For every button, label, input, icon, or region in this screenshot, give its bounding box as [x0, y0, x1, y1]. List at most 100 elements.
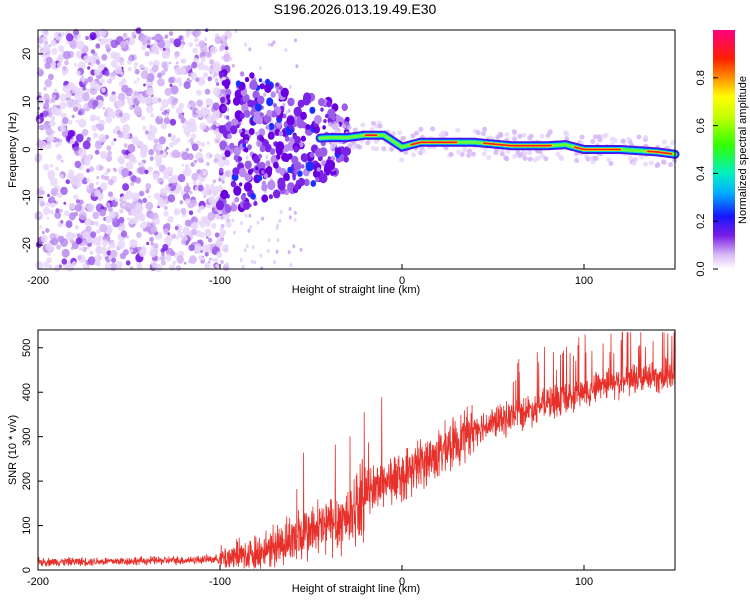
spectrogram-blob [106, 145, 112, 151]
spectrogram-blob [326, 100, 332, 108]
spectrogram-blob [209, 154, 213, 158]
spectrogram-blob [145, 183, 152, 190]
spectrogram-blob [597, 137, 603, 143]
spectrogram-blob [63, 210, 70, 217]
spectrogram-blob [186, 182, 190, 187]
spectrogram-blob [122, 249, 129, 256]
spectrogram-blob [180, 207, 187, 215]
spectrogram-blob [264, 143, 272, 153]
spectrogram-blob [668, 162, 673, 168]
spectrogram-blob [212, 63, 220, 72]
spectrogram-blob [114, 65, 123, 74]
spectrogram-blob [171, 233, 177, 239]
spectrogram-blob [81, 92, 90, 101]
spectrogram-blob [547, 129, 553, 135]
spectrogram-blob [163, 210, 169, 217]
spectrogram-blob [360, 122, 366, 128]
spectrogram-blob [76, 70, 81, 76]
spectrogram-blob [288, 84, 292, 89]
spectrogram-blob [74, 62, 78, 67]
spectrogram-blob [168, 133, 172, 138]
spectrogram-blob [440, 130, 446, 136]
spectrogram-blob [165, 222, 171, 229]
spectrogram-blob [221, 105, 227, 112]
spectrogram-blob [139, 161, 145, 168]
spectrogram-blob [176, 255, 184, 264]
spectrogram-blob [81, 128, 89, 137]
spectrogram-blob [224, 159, 230, 166]
spectrogram-blob [249, 225, 253, 230]
spectrogram-blob [145, 189, 150, 194]
spectrogram-blob [144, 169, 149, 174]
spectrogram-ridge-peak [574, 146, 622, 151]
spectrogram-blob [287, 250, 291, 255]
spectrogram-blob [48, 122, 52, 126]
spectrogram-blob [132, 104, 136, 108]
spectrogram-blob [99, 223, 107, 233]
spectrogram-blob [158, 136, 166, 145]
spectrogram-blob [205, 51, 212, 59]
spectrogram-blob [267, 180, 276, 191]
spectrogram-blob [226, 115, 230, 120]
spectrogram-blob [200, 250, 203, 253]
spectrogram-blob [198, 40, 206, 49]
spectrogram-blob [65, 91, 72, 98]
spectrogram-blob [512, 153, 518, 159]
spectrogram-blob [300, 135, 306, 142]
spectrogram-blob [165, 253, 172, 262]
spectrogram-blob [48, 73, 54, 81]
spectrogram-blob [104, 170, 109, 176]
spectrogram-blob [243, 109, 251, 118]
spectrogram-blob [118, 216, 125, 224]
spectrogram-blob [197, 206, 202, 211]
snr-y-tick-label: 0 [21, 567, 33, 573]
spectrogram-blob [183, 81, 191, 90]
spectrogram-blob [65, 231, 74, 241]
spectrogram-blob [241, 264, 245, 269]
spectrogram-blob [94, 141, 103, 150]
spectrogram-blob [220, 96, 226, 104]
spectrogram-blob [119, 198, 123, 202]
spectrogram-blob [631, 160, 637, 166]
spectrogram-blob [287, 97, 295, 107]
spectrogram-blob [297, 177, 305, 187]
spectrogram-blob [270, 42, 274, 47]
spectrogram-blob [168, 183, 172, 188]
spectrogram-blob [191, 172, 199, 181]
spectrogram-blob [110, 141, 115, 146]
spectrogram-blob [466, 152, 472, 158]
spectrogram-blob [250, 192, 256, 200]
spectrogram-blob [224, 46, 229, 51]
spectrogram-blob [399, 157, 405, 163]
spectrogram-blob [161, 99, 169, 108]
spectrogram-blob [256, 220, 260, 225]
spectrogram-blob [65, 220, 73, 229]
spectrogram-blob [56, 154, 63, 161]
spectrogram-blob [260, 266, 264, 271]
spectrogram-blob [42, 124, 48, 130]
spectrogram-blob [648, 160, 654, 166]
spectrogram-blob [163, 117, 170, 125]
spectrogram-blob [381, 146, 387, 152]
spectrogram-blob [39, 112, 44, 117]
spectrogram-blob [294, 38, 298, 43]
spectrogram-blob [89, 250, 94, 256]
spectrogram-blob [253, 201, 258, 206]
spectrogram-blob [189, 123, 198, 133]
spectrogram-blob [214, 232, 220, 238]
spectrogram-blob [49, 163, 54, 168]
spectrogram-blob [140, 70, 149, 79]
spectrogram-blob [63, 201, 67, 205]
spectrogram-blob [239, 112, 245, 119]
spectrogram-blob [564, 136, 570, 142]
spectrogram-blob [136, 77, 140, 82]
spectrogram-blob [178, 82, 183, 87]
spectrogram-blob [57, 235, 65, 243]
spectrogram-blob [169, 118, 177, 126]
spectrogram-blob [188, 244, 195, 252]
spectrogram-blob [102, 106, 106, 110]
spectrogram-blob [209, 65, 214, 69]
spectrogram-blob [65, 179, 71, 185]
spectrogram-blob [294, 136, 302, 144]
snr-x-tick-label: -100 [209, 576, 231, 588]
